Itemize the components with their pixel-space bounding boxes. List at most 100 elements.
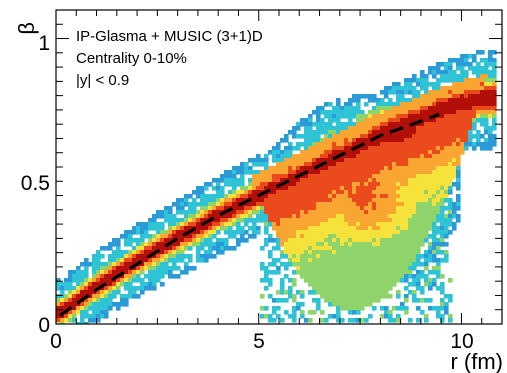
heatmap-cell [308, 190, 313, 195]
heatmap-cell [436, 94, 441, 99]
heatmap-cell [344, 142, 349, 147]
heatmap-cell [432, 194, 437, 199]
heatmap-cell [424, 206, 429, 211]
heatmap-cell [252, 174, 257, 179]
heatmap-cell [304, 118, 309, 123]
heatmap-cell [460, 78, 465, 83]
heatmap-cell [408, 234, 413, 239]
heatmap-cell [464, 134, 469, 139]
heatmap-cell [400, 306, 405, 311]
heatmap-cell [80, 310, 85, 315]
heatmap-cell [424, 126, 429, 131]
heatmap-cell [320, 258, 325, 263]
heatmap-cell [168, 210, 173, 215]
heatmap-cell [296, 198, 301, 203]
heatmap-cell [396, 306, 401, 311]
heatmap-cell [404, 130, 409, 135]
heatmap-cell [348, 210, 353, 215]
heatmap-cell [432, 250, 437, 255]
heatmap-cell [316, 126, 321, 131]
heatmap-cell [356, 150, 361, 155]
heatmap-cell [404, 278, 409, 283]
heatmap-cell [360, 126, 365, 131]
heatmap-cell [324, 146, 329, 151]
heatmap-cell [88, 314, 93, 319]
heatmap-cell [448, 206, 453, 211]
heatmap-cell [104, 290, 109, 295]
heatmap-cell [352, 174, 357, 179]
heatmap-cell [488, 74, 493, 79]
heatmap-cell [108, 254, 113, 259]
heatmap-cell [208, 250, 213, 255]
heatmap-cell [332, 290, 337, 295]
heatmap-cell [320, 178, 325, 183]
heatmap-cell [436, 62, 441, 67]
heatmap-cell [416, 82, 421, 87]
heatmap-cell [392, 90, 397, 95]
heatmap-cell [456, 134, 461, 139]
heatmap-cell [436, 258, 441, 263]
heatmap-cell [220, 178, 225, 183]
heatmap-cell [256, 162, 261, 167]
heatmap-cell [448, 202, 453, 207]
heatmap-cell [432, 226, 437, 231]
heatmap-cell [200, 254, 205, 259]
heatmap-cell [356, 118, 361, 123]
heatmap-cell [464, 122, 469, 127]
heatmap-cell [348, 162, 353, 167]
heatmap-cell [68, 274, 73, 279]
heatmap-cell [104, 246, 109, 251]
heatmap-cell [408, 242, 413, 247]
heatmap-cell [400, 98, 405, 103]
heatmap-cell [340, 178, 345, 183]
heatmap-cell [276, 214, 281, 219]
heatmap-cell [188, 194, 193, 199]
heatmap-cell [428, 194, 433, 199]
heatmap-cell [460, 70, 465, 75]
heatmap-cell [440, 70, 445, 75]
heatmap-cell [420, 166, 425, 171]
heatmap-cell [120, 282, 125, 287]
heatmap-cell [464, 114, 469, 119]
heatmap-cell [440, 286, 445, 291]
heatmap-cell [388, 226, 393, 231]
heatmap-cell [352, 266, 357, 271]
heatmap-cell [444, 254, 449, 259]
heatmap-cell [368, 154, 373, 159]
heatmap-cell [412, 190, 417, 195]
heatmap-cell [300, 254, 305, 259]
heatmap-cell [200, 238, 205, 243]
heatmap-cell [208, 182, 213, 187]
heatmap-cell [388, 126, 393, 131]
heatmap-cell [116, 270, 121, 275]
heatmap-cell [352, 230, 357, 235]
heatmap-cell [352, 214, 357, 219]
heatmap-cell [464, 98, 469, 103]
heatmap-cell [292, 254, 297, 259]
heatmap-cell [472, 94, 477, 99]
heatmap-cell [436, 270, 441, 275]
heatmap-cell [188, 226, 193, 231]
heatmap-cell [440, 142, 445, 147]
heatmap-cell [360, 218, 365, 223]
heatmap-cell [176, 226, 181, 231]
heatmap-cell [380, 170, 385, 175]
heatmap-cell [388, 258, 393, 263]
heatmap-cell [368, 246, 373, 251]
heatmap-cell [316, 170, 321, 175]
heatmap-cell [252, 186, 257, 191]
heatmap-cell [476, 70, 481, 75]
heatmap-cell [332, 230, 337, 235]
heatmap-cell [68, 302, 73, 307]
heatmap-cell [280, 190, 285, 195]
heatmap-cell [208, 206, 213, 211]
heatmap-cell [196, 218, 201, 223]
heatmap-cell [144, 286, 149, 291]
heatmap-cell [64, 318, 69, 323]
heatmap-cell [416, 114, 421, 119]
heatmap-cell [416, 218, 421, 223]
heatmap-cell [328, 110, 333, 115]
heatmap-cell [376, 258, 381, 263]
heatmap-cell [284, 166, 289, 171]
heatmap-cell [200, 194, 205, 199]
